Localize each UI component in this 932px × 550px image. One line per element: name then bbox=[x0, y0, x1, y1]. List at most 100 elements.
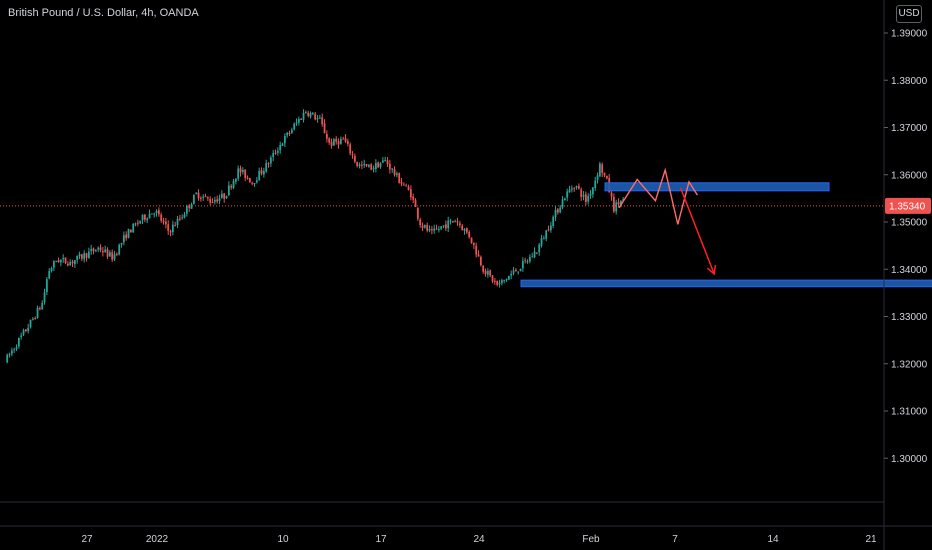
candle-body bbox=[526, 261, 529, 263]
candle-body bbox=[321, 117, 324, 125]
forecast-arrow[interactable] bbox=[679, 187, 715, 275]
y-tick-label: 1.30000 bbox=[891, 454, 928, 465]
candle-body bbox=[251, 182, 254, 184]
candle-body bbox=[328, 138, 331, 143]
candle-body bbox=[8, 354, 11, 356]
candle-body bbox=[374, 163, 377, 170]
candle-body bbox=[141, 214, 144, 221]
candle-body bbox=[227, 185, 230, 196]
candle-body bbox=[10, 350, 13, 354]
candle-body bbox=[57, 260, 60, 263]
candle-body bbox=[498, 282, 501, 285]
candle-body bbox=[519, 268, 522, 272]
axis-corner[interactable] bbox=[884, 526, 932, 550]
candle-body bbox=[381, 160, 384, 163]
candle-body bbox=[549, 225, 552, 231]
candle-body bbox=[276, 150, 279, 153]
candle-body bbox=[293, 123, 296, 130]
y-tick-label: 1.37000 bbox=[891, 123, 928, 134]
candle-body bbox=[178, 218, 181, 220]
candle-body bbox=[157, 210, 160, 215]
support-zone[interactable] bbox=[520, 279, 932, 288]
candle-body bbox=[164, 221, 167, 225]
candle-body bbox=[402, 184, 405, 186]
candle-body bbox=[132, 223, 135, 233]
candle-body bbox=[269, 157, 272, 164]
candle-body bbox=[465, 228, 468, 233]
candle-body bbox=[430, 229, 433, 231]
candle-body bbox=[540, 238, 543, 246]
candle-body bbox=[451, 221, 454, 223]
candle-body bbox=[71, 261, 74, 264]
candle-body bbox=[447, 220, 450, 229]
y-tick-label: 1.35000 bbox=[891, 218, 928, 229]
candle-body bbox=[510, 273, 513, 276]
head-and-shoulders-pattern[interactable] bbox=[618, 167, 698, 225]
candle-body bbox=[470, 237, 473, 243]
y-tick-label: 1.38000 bbox=[891, 76, 928, 87]
candle-body bbox=[213, 200, 216, 202]
candle-body bbox=[223, 193, 226, 199]
candle-body bbox=[309, 113, 312, 117]
candle-body bbox=[568, 189, 571, 193]
candle-body bbox=[150, 213, 153, 215]
candle-body bbox=[573, 187, 576, 189]
candles-layer bbox=[6, 109, 625, 364]
candle-body bbox=[64, 257, 67, 263]
candle-body bbox=[148, 213, 151, 219]
candle-body bbox=[304, 112, 307, 114]
candle-body bbox=[344, 138, 347, 142]
candle-body bbox=[129, 229, 132, 233]
candle-body bbox=[575, 186, 578, 188]
candle-body bbox=[330, 142, 333, 146]
candle-body bbox=[55, 261, 58, 263]
candle-body bbox=[139, 220, 142, 224]
candle-body bbox=[45, 279, 48, 293]
x-tick-label: 21 bbox=[865, 534, 877, 545]
candle-body bbox=[419, 219, 422, 226]
currency-button[interactable]: USD bbox=[896, 5, 922, 23]
candle-body bbox=[118, 244, 121, 255]
time-axis[interactable]: 27 2022 10 17 24 Feb 7 14 21 bbox=[81, 534, 877, 545]
candle-body bbox=[610, 192, 613, 197]
candle-body bbox=[486, 271, 489, 275]
x-tick-label: 14 bbox=[767, 534, 779, 545]
candle-body bbox=[85, 253, 88, 258]
candle-body bbox=[484, 270, 487, 275]
candle-body bbox=[188, 205, 191, 208]
resistance-zone[interactable] bbox=[604, 182, 830, 192]
candle-body bbox=[589, 193, 592, 196]
y-tick-label: 1.33000 bbox=[891, 312, 928, 323]
candle-body bbox=[127, 228, 130, 238]
candle-body bbox=[22, 330, 25, 335]
candle-body bbox=[216, 199, 219, 202]
candle-body bbox=[365, 164, 368, 166]
x-tick-label: 7 bbox=[672, 534, 678, 545]
candle-body bbox=[50, 268, 53, 271]
y-tick-label: 1.31000 bbox=[891, 407, 928, 418]
candle-body bbox=[34, 318, 37, 320]
candle-body bbox=[363, 163, 366, 166]
price-axis[interactable]: 1.39000 1.38000 1.37000 1.36000 1.35000 1.340… bbox=[884, 29, 928, 465]
drawings-layer bbox=[618, 167, 717, 276]
candle-body bbox=[398, 173, 401, 183]
candle-body bbox=[283, 136, 286, 144]
candle-body bbox=[500, 280, 503, 284]
candle-body bbox=[409, 189, 412, 198]
candle-body bbox=[316, 118, 319, 120]
x-tick-label: 10 bbox=[277, 534, 289, 545]
candle-body bbox=[456, 221, 459, 223]
candle-body bbox=[31, 318, 34, 320]
candle-body bbox=[372, 168, 375, 170]
candle-body bbox=[570, 188, 573, 190]
candle-body bbox=[346, 141, 349, 144]
candle-body bbox=[561, 199, 564, 208]
candle-body bbox=[463, 228, 466, 231]
candle-body bbox=[580, 189, 583, 197]
candle-body bbox=[211, 202, 214, 204]
candle-body bbox=[414, 200, 417, 207]
candle-body bbox=[587, 195, 590, 202]
candle-body bbox=[43, 292, 46, 303]
candle-body bbox=[528, 257, 531, 262]
